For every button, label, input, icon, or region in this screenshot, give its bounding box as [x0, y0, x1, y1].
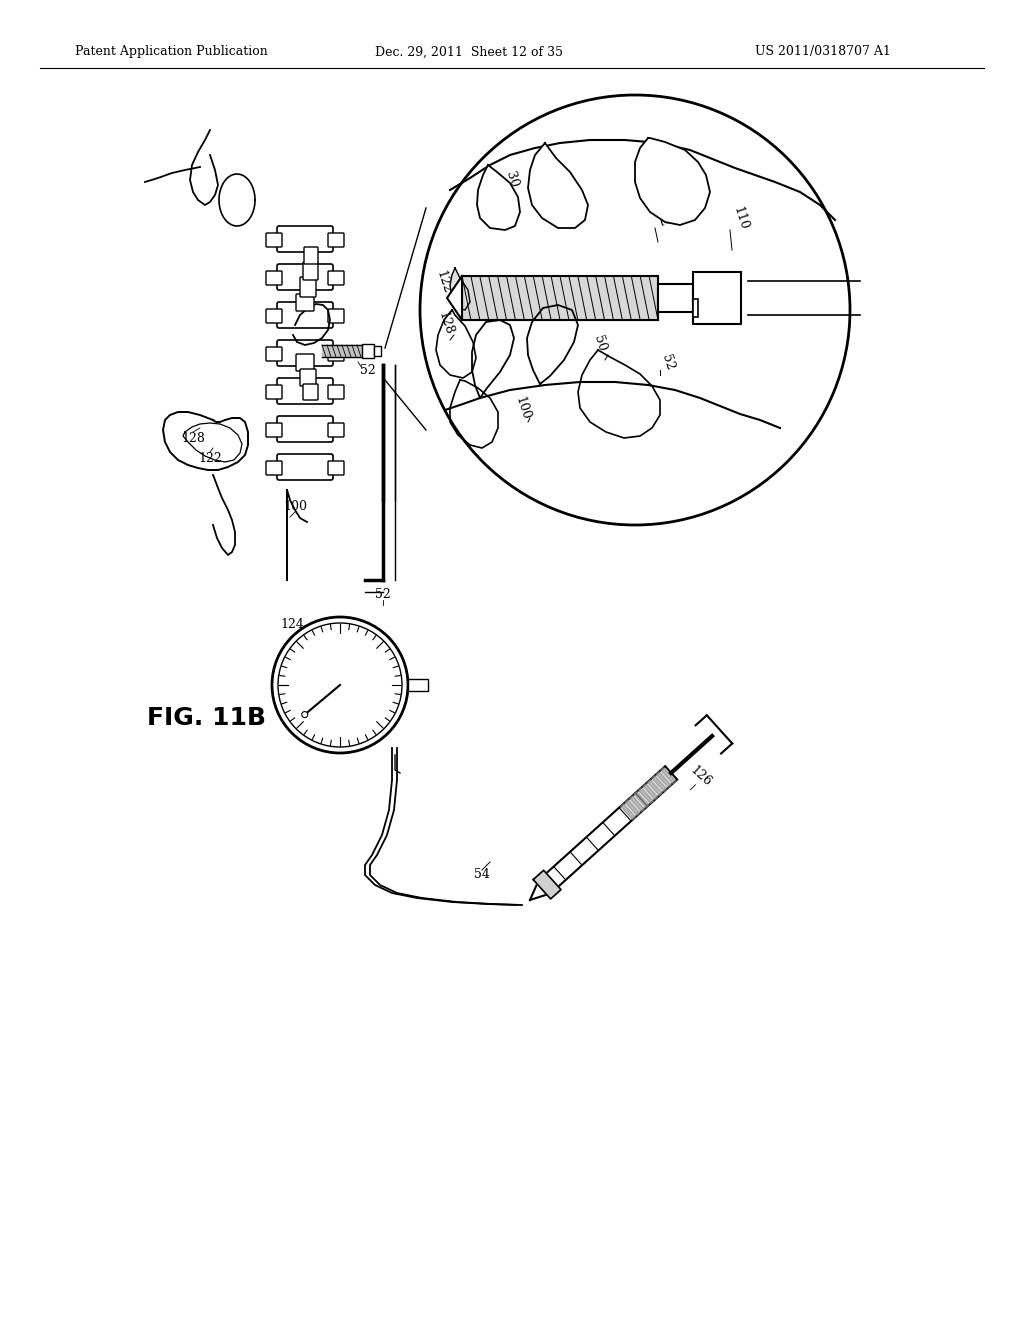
FancyBboxPatch shape [296, 354, 314, 371]
Polygon shape [652, 776, 667, 792]
Text: Dec. 29, 2011  Sheet 12 of 35: Dec. 29, 2011 Sheet 12 of 35 [375, 45, 563, 58]
FancyBboxPatch shape [266, 461, 282, 475]
FancyBboxPatch shape [693, 272, 741, 323]
Text: 110: 110 [730, 205, 750, 231]
FancyBboxPatch shape [328, 385, 344, 399]
Text: 52: 52 [360, 363, 376, 376]
Text: 50: 50 [592, 334, 608, 352]
Text: 30: 30 [504, 170, 520, 190]
Polygon shape [656, 771, 672, 788]
FancyBboxPatch shape [658, 284, 693, 312]
Text: 128: 128 [181, 432, 205, 445]
FancyBboxPatch shape [266, 271, 282, 285]
FancyBboxPatch shape [278, 378, 333, 404]
FancyBboxPatch shape [303, 261, 318, 280]
Text: 122: 122 [198, 451, 222, 465]
Polygon shape [530, 880, 551, 900]
Polygon shape [528, 143, 588, 228]
Polygon shape [625, 800, 640, 816]
FancyBboxPatch shape [278, 226, 333, 252]
Polygon shape [621, 804, 636, 820]
Polygon shape [634, 792, 649, 808]
FancyBboxPatch shape [278, 264, 333, 290]
Polygon shape [447, 276, 462, 319]
FancyBboxPatch shape [328, 347, 344, 360]
FancyBboxPatch shape [408, 678, 428, 690]
FancyBboxPatch shape [328, 271, 344, 285]
Polygon shape [322, 345, 362, 356]
Circle shape [278, 623, 402, 747]
FancyBboxPatch shape [304, 247, 318, 264]
FancyBboxPatch shape [266, 234, 282, 247]
Text: 124: 124 [280, 618, 304, 631]
FancyBboxPatch shape [278, 416, 333, 442]
Text: 52: 52 [375, 589, 391, 602]
FancyBboxPatch shape [296, 294, 314, 312]
FancyBboxPatch shape [328, 309, 344, 323]
FancyBboxPatch shape [328, 422, 344, 437]
Polygon shape [658, 284, 693, 312]
FancyBboxPatch shape [300, 277, 316, 297]
FancyBboxPatch shape [278, 302, 333, 327]
Circle shape [272, 616, 408, 752]
FancyBboxPatch shape [303, 384, 318, 400]
FancyBboxPatch shape [278, 341, 333, 366]
Text: 122: 122 [433, 269, 453, 296]
Polygon shape [630, 796, 644, 812]
Polygon shape [534, 870, 561, 899]
FancyBboxPatch shape [362, 345, 374, 358]
FancyBboxPatch shape [266, 385, 282, 399]
Polygon shape [643, 784, 657, 800]
Polygon shape [635, 139, 710, 224]
Text: 32: 32 [653, 209, 671, 227]
FancyBboxPatch shape [278, 454, 333, 480]
FancyBboxPatch shape [266, 309, 282, 323]
Polygon shape [539, 766, 677, 894]
FancyBboxPatch shape [328, 461, 344, 475]
FancyBboxPatch shape [328, 234, 344, 247]
Circle shape [302, 711, 308, 718]
Text: 100: 100 [283, 500, 307, 513]
Text: 100: 100 [512, 395, 531, 421]
Circle shape [420, 95, 850, 525]
Text: 126: 126 [687, 764, 714, 789]
Text: Patent Application Publication: Patent Application Publication [75, 45, 267, 58]
Polygon shape [462, 276, 658, 319]
Polygon shape [472, 319, 514, 399]
Text: 52: 52 [659, 352, 677, 371]
FancyBboxPatch shape [374, 346, 381, 356]
FancyBboxPatch shape [266, 347, 282, 360]
Text: US 2011/0318707 A1: US 2011/0318707 A1 [755, 45, 891, 58]
Text: FIG. 11B: FIG. 11B [147, 706, 266, 730]
FancyBboxPatch shape [300, 370, 316, 385]
Polygon shape [647, 780, 663, 796]
Polygon shape [638, 788, 653, 804]
Polygon shape [660, 767, 676, 784]
Polygon shape [450, 268, 470, 310]
FancyBboxPatch shape [693, 300, 698, 317]
Polygon shape [527, 305, 578, 384]
Polygon shape [693, 272, 746, 323]
Polygon shape [477, 165, 520, 230]
FancyBboxPatch shape [266, 422, 282, 437]
Text: 54: 54 [474, 869, 489, 882]
Text: 128: 128 [435, 310, 455, 337]
